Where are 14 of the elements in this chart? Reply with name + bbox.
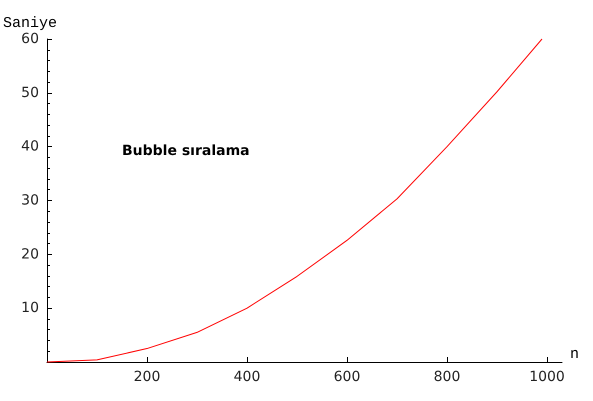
y-tick-label: 50 bbox=[21, 84, 39, 101]
x-tick-label: 200 bbox=[134, 369, 160, 385]
x-tick-label: 800 bbox=[434, 369, 460, 385]
y-tick-label: 40 bbox=[21, 138, 39, 155]
y-tick-label: 30 bbox=[21, 192, 39, 208]
y-axis-title: Saniye bbox=[3, 15, 58, 32]
y-tick-label: 10 bbox=[21, 300, 39, 316]
y-tick-label: 60 bbox=[21, 31, 39, 47]
y-tick-label: 20 bbox=[21, 246, 39, 262]
x-tick-label: 1000 bbox=[529, 369, 565, 385]
x-axis-title: n bbox=[570, 346, 580, 363]
x-tick-label: 600 bbox=[334, 369, 360, 385]
x-tick-label: 400 bbox=[234, 369, 260, 385]
annotation: Bubble sıralama bbox=[122, 143, 250, 159]
